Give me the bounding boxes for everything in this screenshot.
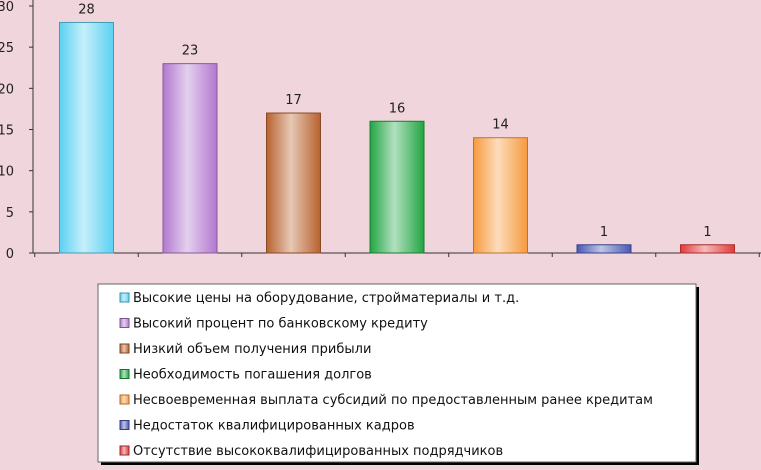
legend-label-4: Необходимость погашения долгов — [133, 368, 372, 383]
legend-swatch-1 — [119, 292, 130, 303]
data-label-6: 1 — [600, 225, 608, 240]
y-tick-label: 0 — [6, 247, 14, 262]
legend-label-6: Недостаток квалифицированных кадров — [133, 419, 415, 434]
bar-7 — [680, 244, 735, 254]
bar-3 — [266, 112, 321, 254]
data-label-4: 16 — [389, 101, 406, 116]
legend-swatch-5 — [119, 394, 130, 405]
legend-swatch-7 — [119, 445, 130, 456]
legend-swatch-3 — [119, 343, 130, 354]
bar-2 — [162, 63, 218, 254]
bar-4 — [369, 120, 425, 254]
data-label-2: 23 — [182, 44, 199, 59]
legend-label-7: Отсутствие высококвалифицированных подря… — [133, 444, 503, 459]
bars: 28 23 17 16 14 1 1 — [59, 2, 735, 254]
bar-5 — [473, 137, 528, 254]
data-label-3: 17 — [285, 93, 302, 108]
legend-label-1: Высокие цены на оборудование, стройматер… — [133, 291, 519, 306]
bar-6 — [576, 244, 632, 254]
y-tick-label: 25 — [0, 41, 14, 56]
legend-label-5: Несвоевременная выплата субсидий по пред… — [133, 393, 653, 408]
legend-swatch-2 — [119, 318, 130, 328]
legend-box — [97, 283, 697, 463]
data-label-1: 28 — [78, 2, 95, 17]
legend: Высокие цены на оборудование, стройматер… — [97, 283, 699, 465]
data-label-7: 1 — [703, 225, 711, 240]
legend-swatch-6 — [119, 420, 130, 430]
y-tick-label: 5 — [6, 206, 14, 221]
legend-label-2: Высокий процент по банковскому кредиту — [133, 317, 428, 332]
legend-label-3: Низкий объем получения прибыли — [133, 342, 371, 357]
y-tick-label: 20 — [0, 82, 14, 97]
y-tick-label: 10 — [0, 165, 14, 180]
y-tick-label: 30 — [0, 0, 14, 15]
legend-swatch-4 — [119, 369, 130, 379]
bar-1 — [59, 21, 114, 254]
axes: 0 5 10 15 20 25 30 — [0, 0, 761, 262]
y-tick-label: 15 — [0, 124, 14, 139]
data-label-5: 14 — [492, 118, 509, 133]
